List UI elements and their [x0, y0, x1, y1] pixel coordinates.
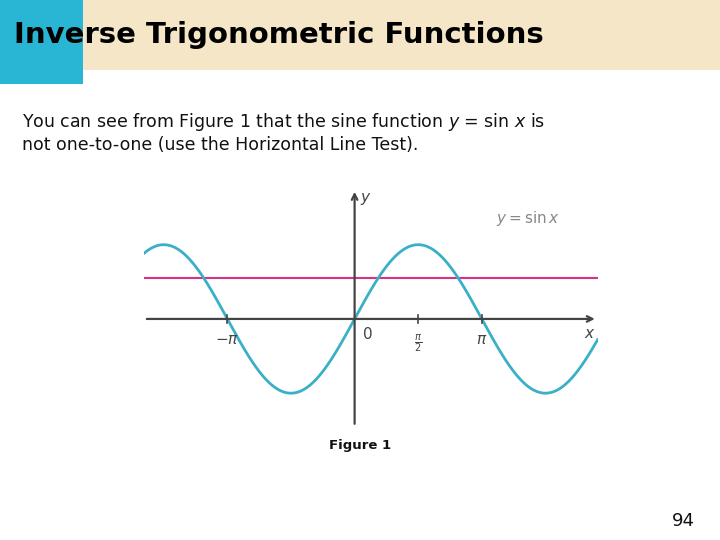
Text: Figure 1: Figure 1 — [329, 439, 391, 452]
Text: $0$: $0$ — [362, 326, 372, 342]
Text: y: y — [361, 191, 369, 206]
Text: You can see from Figure 1 that the sine function $y$ = sin $x$ is
not one-to-one: You can see from Figure 1 that the sine … — [22, 111, 545, 153]
Text: x: x — [585, 326, 593, 341]
Text: $-\pi$: $-\pi$ — [215, 332, 240, 347]
Text: $\frac{\pi}{2}$: $\frac{\pi}{2}$ — [414, 332, 423, 354]
Text: Inverse Trigonometric Functions: Inverse Trigonometric Functions — [14, 21, 544, 49]
Text: $\pi$: $\pi$ — [476, 332, 487, 347]
Text: 94: 94 — [672, 512, 695, 530]
Text: $y = \sin x$: $y = \sin x$ — [496, 209, 560, 228]
